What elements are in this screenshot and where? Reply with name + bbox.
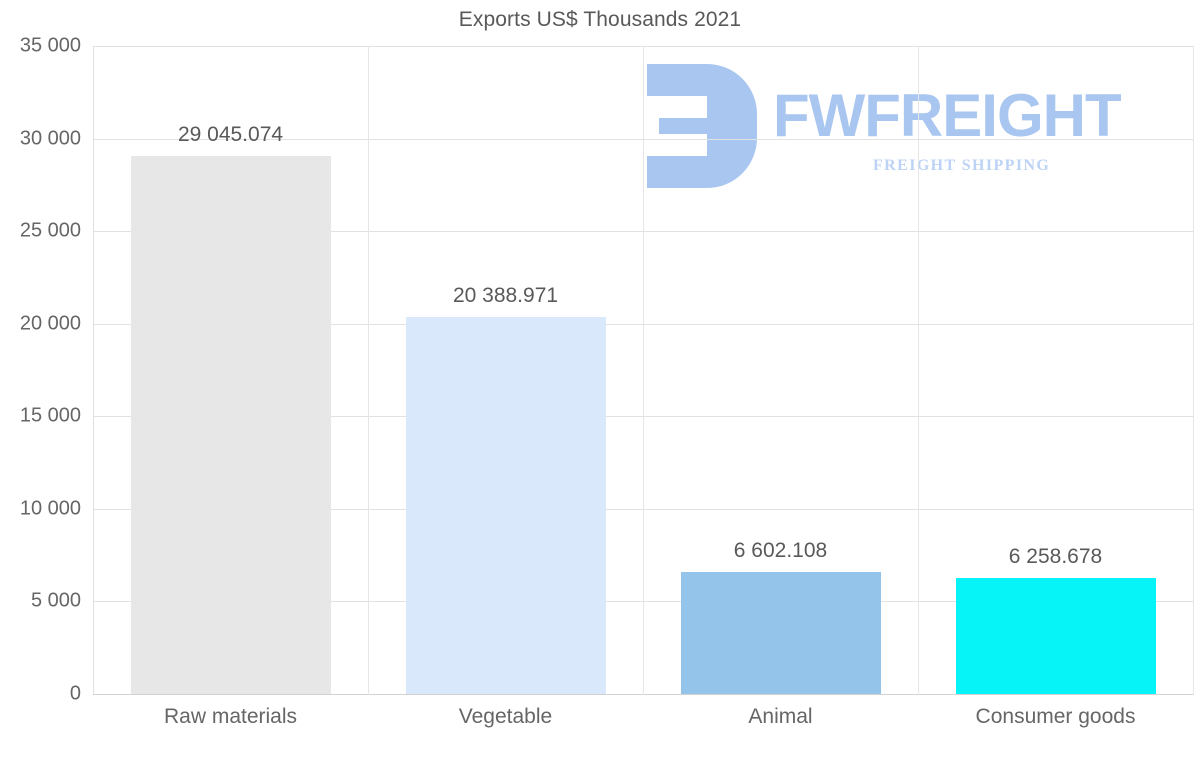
x-tick-label: Animal <box>748 705 813 728</box>
x-tick-label: Consumer goods <box>975 705 1136 728</box>
y-tick-label: 5 000 <box>30 589 81 612</box>
y-tick-label: 35 000 <box>19 34 81 57</box>
bar[interactable] <box>130 156 331 694</box>
y-tick-label: 20 000 <box>19 312 81 335</box>
y-tick-label: 30 000 <box>19 127 81 150</box>
plot-area <box>93 46 1194 695</box>
x-tick-label: Vegetable <box>458 705 553 728</box>
y-tick-label: 10 000 <box>19 497 81 520</box>
bar-value-label: 6 602.108 <box>733 538 828 562</box>
x-tick-label: Raw materials <box>163 705 298 728</box>
gridline-x-1 <box>368 46 369 695</box>
gridline-x-4 <box>1193 46 1194 695</box>
y-axis-spine <box>93 46 94 695</box>
bar[interactable] <box>955 578 1156 694</box>
chart-title: Exports US$ Thousands 2021 <box>458 8 742 31</box>
bar-value-label: 29 045.074 <box>177 123 284 147</box>
y-tick-label: 25 000 <box>19 219 81 242</box>
bar[interactable] <box>680 571 881 694</box>
gridline-x-3 <box>918 46 919 695</box>
bar-value-label: 20 388.971 <box>452 283 559 307</box>
y-tick-label: 0 <box>69 682 81 705</box>
gridline-x-2 <box>643 46 644 695</box>
bar-value-label: 6 258.678 <box>1008 545 1103 569</box>
bar[interactable] <box>405 316 606 694</box>
y-tick-label: 15 000 <box>19 404 81 427</box>
